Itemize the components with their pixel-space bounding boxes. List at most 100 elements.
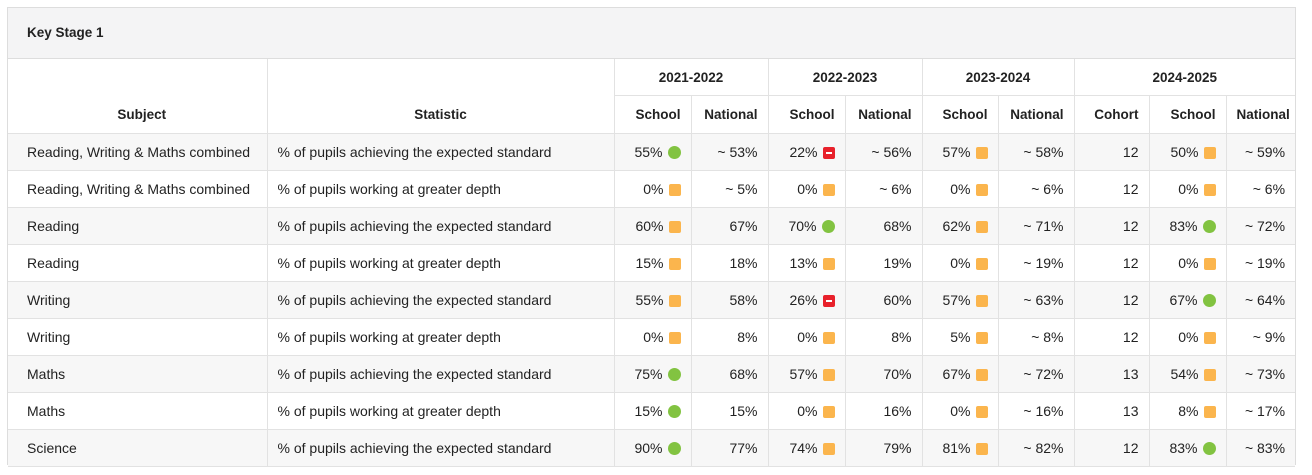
national-value: ~ 6% xyxy=(845,170,923,208)
school-value-cell: 0% xyxy=(1149,170,1227,208)
national-value: ~ 6% xyxy=(1226,170,1296,208)
school-value-cell: 83% xyxy=(1149,429,1227,467)
year-header-row: Subject Statistic 2021-2022 2022-2023 20… xyxy=(8,59,1296,134)
school-value: 50% xyxy=(1170,144,1199,160)
above-average-icon xyxy=(1202,442,1216,455)
national-header: National xyxy=(691,95,769,134)
national-value: ~ 19% xyxy=(998,244,1075,282)
average-icon xyxy=(1203,369,1216,381)
school-value-cell: 74% xyxy=(768,429,846,467)
cohort-value: 12 xyxy=(1074,429,1150,467)
school-value: 0% xyxy=(797,181,818,197)
average-icon xyxy=(1203,406,1216,418)
national-value: 8% xyxy=(691,318,769,356)
school-header: School xyxy=(768,95,846,134)
average-icon xyxy=(975,332,988,344)
table-row: Reading% of pupils working at greater de… xyxy=(8,244,1296,282)
statistic-cell: % of pupils achieving the expected stand… xyxy=(267,133,615,171)
national-value: ~ 56% xyxy=(845,133,923,171)
school-value-cell: 0% xyxy=(922,170,999,208)
table-row: Reading, Writing & Maths combined% of pu… xyxy=(8,133,1296,171)
school-value: 0% xyxy=(643,181,664,197)
statistic-cell: % of pupils working at greater depth xyxy=(267,170,615,208)
cohort-value: 12 xyxy=(1074,170,1150,208)
average-icon xyxy=(668,295,681,307)
national-value: 68% xyxy=(691,355,769,393)
national-value: ~ 83% xyxy=(1226,429,1296,467)
school-value: 0% xyxy=(797,403,818,419)
statistic-cell: % of pupils achieving the expected stand… xyxy=(267,355,615,393)
school-value-cell: 57% xyxy=(768,355,846,393)
school-value: 83% xyxy=(1169,218,1198,234)
statistic-cell: % of pupils working at greater depth xyxy=(267,318,615,356)
national-value: 60% xyxy=(845,281,923,319)
national-value: ~ 53% xyxy=(691,133,769,171)
cohort-value: 12 xyxy=(1074,133,1150,171)
average-icon xyxy=(1203,332,1216,344)
statistic-cell: % of pupils achieving the expected stand… xyxy=(267,207,615,245)
national-header: National xyxy=(845,95,923,134)
school-value: 15% xyxy=(635,255,664,271)
school-value: 22% xyxy=(789,144,818,160)
school-value-cell: 67% xyxy=(922,355,999,393)
cohort-header: Cohort xyxy=(1074,95,1150,134)
above-average-icon xyxy=(821,220,835,233)
below-average-icon xyxy=(822,295,835,307)
subject-cell: Reading xyxy=(8,244,268,282)
national-value: ~ 58% xyxy=(998,133,1075,171)
national-header: National xyxy=(998,95,1075,134)
school-value-cell: 0% xyxy=(922,244,999,282)
cohort-value: 12 xyxy=(1074,281,1150,319)
subject-cell: Maths xyxy=(8,355,268,393)
school-value-cell: 50% xyxy=(1149,133,1227,171)
national-value: ~ 72% xyxy=(1226,207,1296,245)
cohort-value: 12 xyxy=(1074,318,1150,356)
school-value-cell: 15% xyxy=(614,392,692,430)
school-value: 0% xyxy=(950,181,971,197)
school-value: 60% xyxy=(635,218,664,234)
subject-cell: Science xyxy=(8,429,268,467)
national-value: 16% xyxy=(845,392,923,430)
school-value: 26% xyxy=(789,292,818,308)
average-icon xyxy=(975,369,988,381)
above-average-icon xyxy=(1202,294,1216,307)
average-icon xyxy=(1203,147,1216,159)
table-row: Maths% of pupils working at greater dept… xyxy=(8,392,1296,430)
national-value: 15% xyxy=(691,392,769,430)
national-header: National xyxy=(1226,95,1296,134)
statistic-cell: % of pupils working at greater depth xyxy=(267,244,615,282)
average-icon xyxy=(822,443,835,455)
school-value: 0% xyxy=(950,255,971,271)
school-value: 0% xyxy=(643,329,664,345)
average-icon xyxy=(975,147,988,159)
school-value: 75% xyxy=(634,366,663,382)
average-icon xyxy=(975,184,988,196)
national-value: 19% xyxy=(845,244,923,282)
school-value: 0% xyxy=(797,329,818,345)
school-value-cell: 26% xyxy=(768,281,846,319)
above-average-icon xyxy=(1202,220,1216,233)
statistic-cell: % of pupils working at greater depth xyxy=(267,392,615,430)
year-header: 2022-2023 xyxy=(768,59,923,96)
school-value-cell: 57% xyxy=(922,133,999,171)
national-value: 70% xyxy=(845,355,923,393)
table-row: Writing% of pupils working at greater de… xyxy=(8,318,1296,356)
subject-header: Subject xyxy=(8,59,268,134)
column-header-row: School National School National School N… xyxy=(8,95,1296,134)
national-value: 79% xyxy=(845,429,923,467)
school-value: 0% xyxy=(950,403,971,419)
cohort-value: 13 xyxy=(1074,355,1150,393)
national-value: 77% xyxy=(691,429,769,467)
national-value: ~ 8% xyxy=(998,318,1075,356)
average-icon xyxy=(822,332,835,344)
average-icon xyxy=(975,443,988,455)
school-value: 57% xyxy=(942,292,971,308)
school-value-cell: 8% xyxy=(1149,392,1227,430)
school-value: 15% xyxy=(634,403,663,419)
school-value: 57% xyxy=(942,144,971,160)
school-value-cell: 15% xyxy=(614,244,692,282)
school-value-cell: 60% xyxy=(614,207,692,245)
school-value: 13% xyxy=(789,255,818,271)
table-row: Reading, Writing & Maths combined% of pu… xyxy=(8,170,1296,208)
school-value-cell: 54% xyxy=(1149,355,1227,393)
